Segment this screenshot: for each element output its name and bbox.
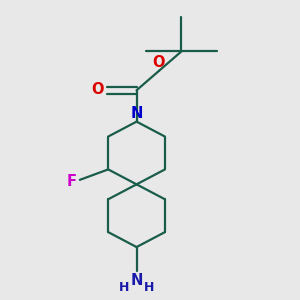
Text: H: H: [144, 281, 154, 294]
Text: H: H: [119, 281, 129, 294]
Text: O: O: [92, 82, 104, 97]
Text: F: F: [67, 174, 76, 189]
Text: O: O: [152, 55, 165, 70]
Text: N: N: [130, 106, 143, 121]
Text: N: N: [130, 273, 143, 288]
